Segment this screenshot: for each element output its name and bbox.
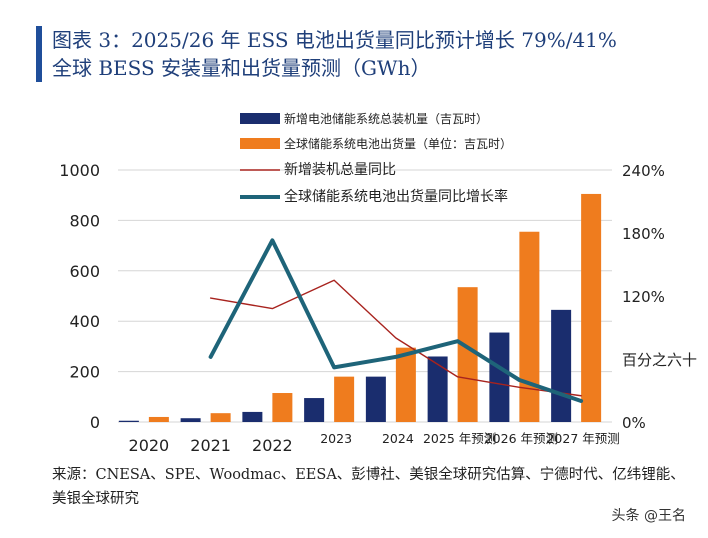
bar-installed [489,332,510,422]
line-installed-yoy [209,279,582,397]
y-left-tick-label: 800 [69,211,100,230]
bar-shipment [457,287,478,422]
x-tick-label: 2024 [382,431,414,446]
bar-shipment [148,416,169,422]
y-right-tick-label: 120% [622,288,665,306]
bar-installed [118,420,139,422]
bar-shipment [272,393,293,422]
x-tick-label: 2020 [129,436,170,455]
bar-installed [427,356,448,422]
y-left-tick-label: 200 [69,363,100,382]
x-tick-label: 2021 [190,436,231,455]
x-tick-label: 2022 [252,436,293,455]
bar-installed [180,418,201,422]
bar-installed [365,376,386,422]
legend-label: 新增装机总量同比 [284,162,396,178]
y-left-tick-label: 1000 [59,161,100,180]
axis-labels: 0 200 400 600 800 1000 0% 百分之六十 120% 180% 240% 2020… [59,161,697,455]
x-tick-label: 2026 年预测 [485,431,558,446]
bar-shipment [334,376,355,422]
title-line-1: 图表 3：2025/26 年 ESS 电池出货量同比预计增长 79%/41% [52,28,617,52]
bar-installed [551,309,572,422]
y-right-tick-label: 240% [622,162,665,180]
y-right-tick-label: 180% [622,225,665,243]
watermark: 头条 @王名 [611,508,686,524]
x-tick-label: 2023 [320,431,352,446]
lines-group [208,238,584,403]
legend-swatch-bar [240,113,280,124]
bar-installed [304,398,325,422]
bar-shipment [519,231,540,422]
y-left-tick-label: 400 [69,312,100,331]
x-tick-label: 2027 年预测 [546,431,619,446]
bars-group [118,193,602,422]
bar-shipment [210,413,231,422]
x-tick-label: 2025 年预测 [423,431,496,446]
legend-label: 全球储能系统电池出货量（单位：吉瓦时） [284,136,512,151]
legend-swatch-bar [240,138,280,149]
y-right-tick-label: 百分之六十 [622,351,697,369]
legend-label: 全球储能系统电池出货量同比增长率 [284,188,508,205]
title-line-2: 全球 BESS 安装量和出货量预测（GWh） [52,56,431,80]
source-note: 来源：CNESA、SPE、Woodmac、EESA、彭博社、美银全球研究估算、宁… [52,467,685,507]
bar-installed [242,411,263,422]
bar-shipment [395,347,416,422]
legend: 新增电池储能系统总装机量（吉瓦时） 全球储能系统电池出货量（单位：吉瓦时） 新增装机… [240,111,512,205]
y-right-tick-label: 0% [622,414,646,432]
y-left-tick-label: 600 [69,262,100,281]
y-left-tick-label: 0 [90,413,100,432]
legend-label: 新增电池储能系统总装机量（吉瓦时） [284,111,488,126]
bar-shipment [581,193,602,422]
line-shipment-yoy [208,238,584,403]
chart-title: 图表 3：2025/26 年 ESS 电池出货量同比预计增长 79%/41% 全… [36,26,617,82]
